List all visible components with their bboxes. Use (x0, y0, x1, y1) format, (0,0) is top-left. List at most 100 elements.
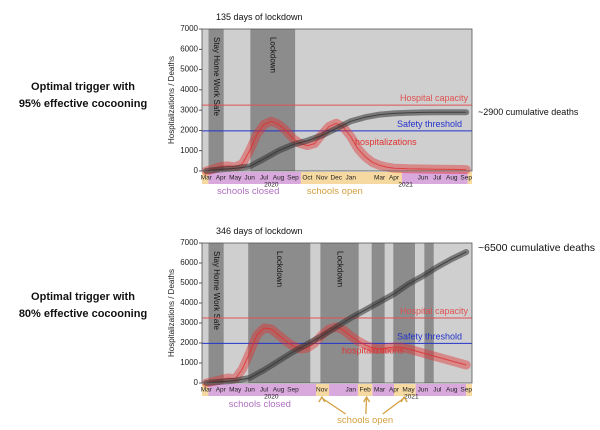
x-tick-label-0: Mar (201, 175, 213, 182)
lockdown-label-1: Lockdown (269, 37, 278, 73)
y-tick-label-1: 1000 (180, 358, 198, 367)
hospitalizations-label: hospitalizations (342, 345, 404, 355)
y-tick-label-3: 3000 (180, 105, 198, 114)
lockdown-band-0 (208, 29, 224, 171)
x-tick-label-0: Mar (201, 387, 213, 394)
x-tick-label-15: Aug (446, 387, 458, 394)
year-label-1: 2021 (404, 394, 419, 401)
lockdown-band-3 (371, 243, 385, 383)
schools-open-arrowhead-0 (318, 395, 326, 403)
schools-label-closed: schools closed (229, 399, 291, 410)
hospital-capacity-label: Hospital capacity (400, 306, 469, 316)
y-tick-label-7: 7000 (180, 238, 198, 247)
y-tick-label-6: 6000 (180, 44, 198, 53)
row-label-top-line2: 95% effective cocooning (18, 98, 148, 110)
x-tick-label-5: Aug (273, 175, 285, 182)
schools-open-arrowhead-1 (363, 395, 371, 403)
x-tick-label-13: Jun (418, 387, 429, 394)
x-tick-label-8: Jan (345, 387, 356, 394)
x-tick-label-4: Jul (260, 387, 269, 394)
schools-band-1 (208, 172, 301, 184)
chart-panel-1: Stay Home Work Safe Lockdown Lockdown 0 1000… (167, 226, 595, 426)
x-tick-label-13: Jun (418, 175, 429, 182)
x-tick-label-15: Aug (446, 175, 458, 182)
x-tick-label-11: Apr (389, 387, 400, 394)
y-tick-label-0: 0 (194, 378, 199, 387)
year-label-0: 2020 (264, 394, 279, 401)
x-tick-label-10: Jan (345, 175, 356, 182)
deaths-annotation: ~6500 cumulative deaths (478, 242, 595, 254)
x-tick-label-4: Jul (260, 175, 269, 182)
schools-band-0 (202, 172, 209, 184)
x-tick-label-5: Aug (273, 387, 285, 394)
x-tick-label-2: May (229, 387, 242, 394)
x-tick-label-7: Nov (316, 387, 328, 394)
schools-open-arrow-1 (365, 397, 368, 415)
safety-threshold-label: Safety threshold (397, 331, 462, 341)
schools-label-open: schools open (307, 186, 363, 197)
x-tick-label-8: Nov (316, 175, 328, 182)
x-tick-label-11: Mar (374, 175, 386, 182)
x-tick-label-12: Apr (389, 175, 400, 182)
y-tick-label-5: 5000 (180, 65, 198, 74)
x-tick-label-1: Apr (216, 387, 227, 394)
y-tick-label-5: 5000 (180, 278, 198, 287)
lockdown-label-2: Lockdown (335, 251, 344, 287)
hospital-capacity-label: Hospital capacity (400, 93, 469, 103)
chart-title: 346 days of lockdown (216, 226, 303, 236)
x-tick-label-9: Feb (360, 387, 372, 394)
y-axis-label: Hospitalizations / Deaths (167, 269, 176, 357)
x-tick-label-3: Jun (244, 387, 255, 394)
year-label-1: 2021 (398, 182, 413, 189)
lockdown-band-0 (208, 243, 224, 383)
x-tick-label-1: Apr (216, 175, 227, 182)
lockdown-label-0: Stay Home Work Safe (212, 251, 221, 331)
plot-frame (201, 28, 473, 172)
y-tick-label-4: 4000 (180, 298, 198, 307)
schools-band-7 (415, 384, 467, 396)
x-tick-label-6: Sep (287, 387, 299, 394)
y-tick-label-3: 3000 (180, 318, 198, 327)
year-label-0: 2020 (264, 182, 279, 189)
schools-label-open: schools open (337, 415, 393, 426)
x-tick-label-7: Oct (302, 175, 312, 182)
x-tick-label-12: May (402, 387, 415, 394)
schools-label-closed: schools closed (217, 186, 279, 197)
schools-band-5 (372, 384, 395, 396)
x-tick-label-3: Jun (244, 175, 255, 182)
x-tick-label-9: Dec (330, 175, 342, 182)
deaths-annotation: ~2900 cumulative deaths (478, 107, 579, 117)
schools-open-arrow-0 (321, 397, 347, 415)
row-label-top-line1: Optimal trigger with (31, 81, 135, 93)
x-tick-label-14: Jul (433, 387, 442, 394)
row-label-top: Optimal trigger with 95% effective cocoo… (8, 79, 158, 113)
chart-panel-0: Stay Home Work Safe Lockdown 0 1000 2000 3000… (167, 12, 579, 197)
schools-open-arrow-2 (382, 397, 405, 415)
series-line-deaths (206, 111, 467, 172)
plot-frame (201, 242, 473, 384)
y-tick-label-4: 4000 (180, 85, 198, 94)
lockdown-band-4 (393, 243, 415, 383)
y-tick-label-0: 0 (194, 166, 199, 175)
chart-title: 135 days of lockdown (216, 12, 303, 22)
y-tick-label-2: 2000 (180, 126, 198, 135)
x-tick-label-14: Jul (433, 175, 442, 182)
x-tick-label-16: Sep (460, 387, 472, 394)
schools-band-6 (394, 384, 416, 396)
schools-band-1 (208, 384, 317, 396)
schools-band-4 (467, 172, 472, 184)
plot-background (202, 29, 472, 171)
y-tick-label-1: 1000 (180, 146, 198, 155)
schools-band-8 (466, 384, 472, 396)
y-axis-label: Hospitalizations / Deaths (167, 56, 176, 144)
y-tick-label-2: 2000 (180, 338, 198, 347)
y-tick-label-7: 7000 (180, 24, 198, 33)
schools-open-arrowhead-2 (400, 395, 408, 403)
lockdown-label-1: Lockdown (275, 251, 284, 287)
hospitalizations-label: hospitalizations (355, 137, 417, 147)
lockdown-band-5 (424, 243, 434, 383)
schools-band-4 (357, 384, 373, 396)
x-tick-label-10: Mar (374, 387, 386, 394)
x-tick-label-6: Sep (287, 175, 299, 182)
